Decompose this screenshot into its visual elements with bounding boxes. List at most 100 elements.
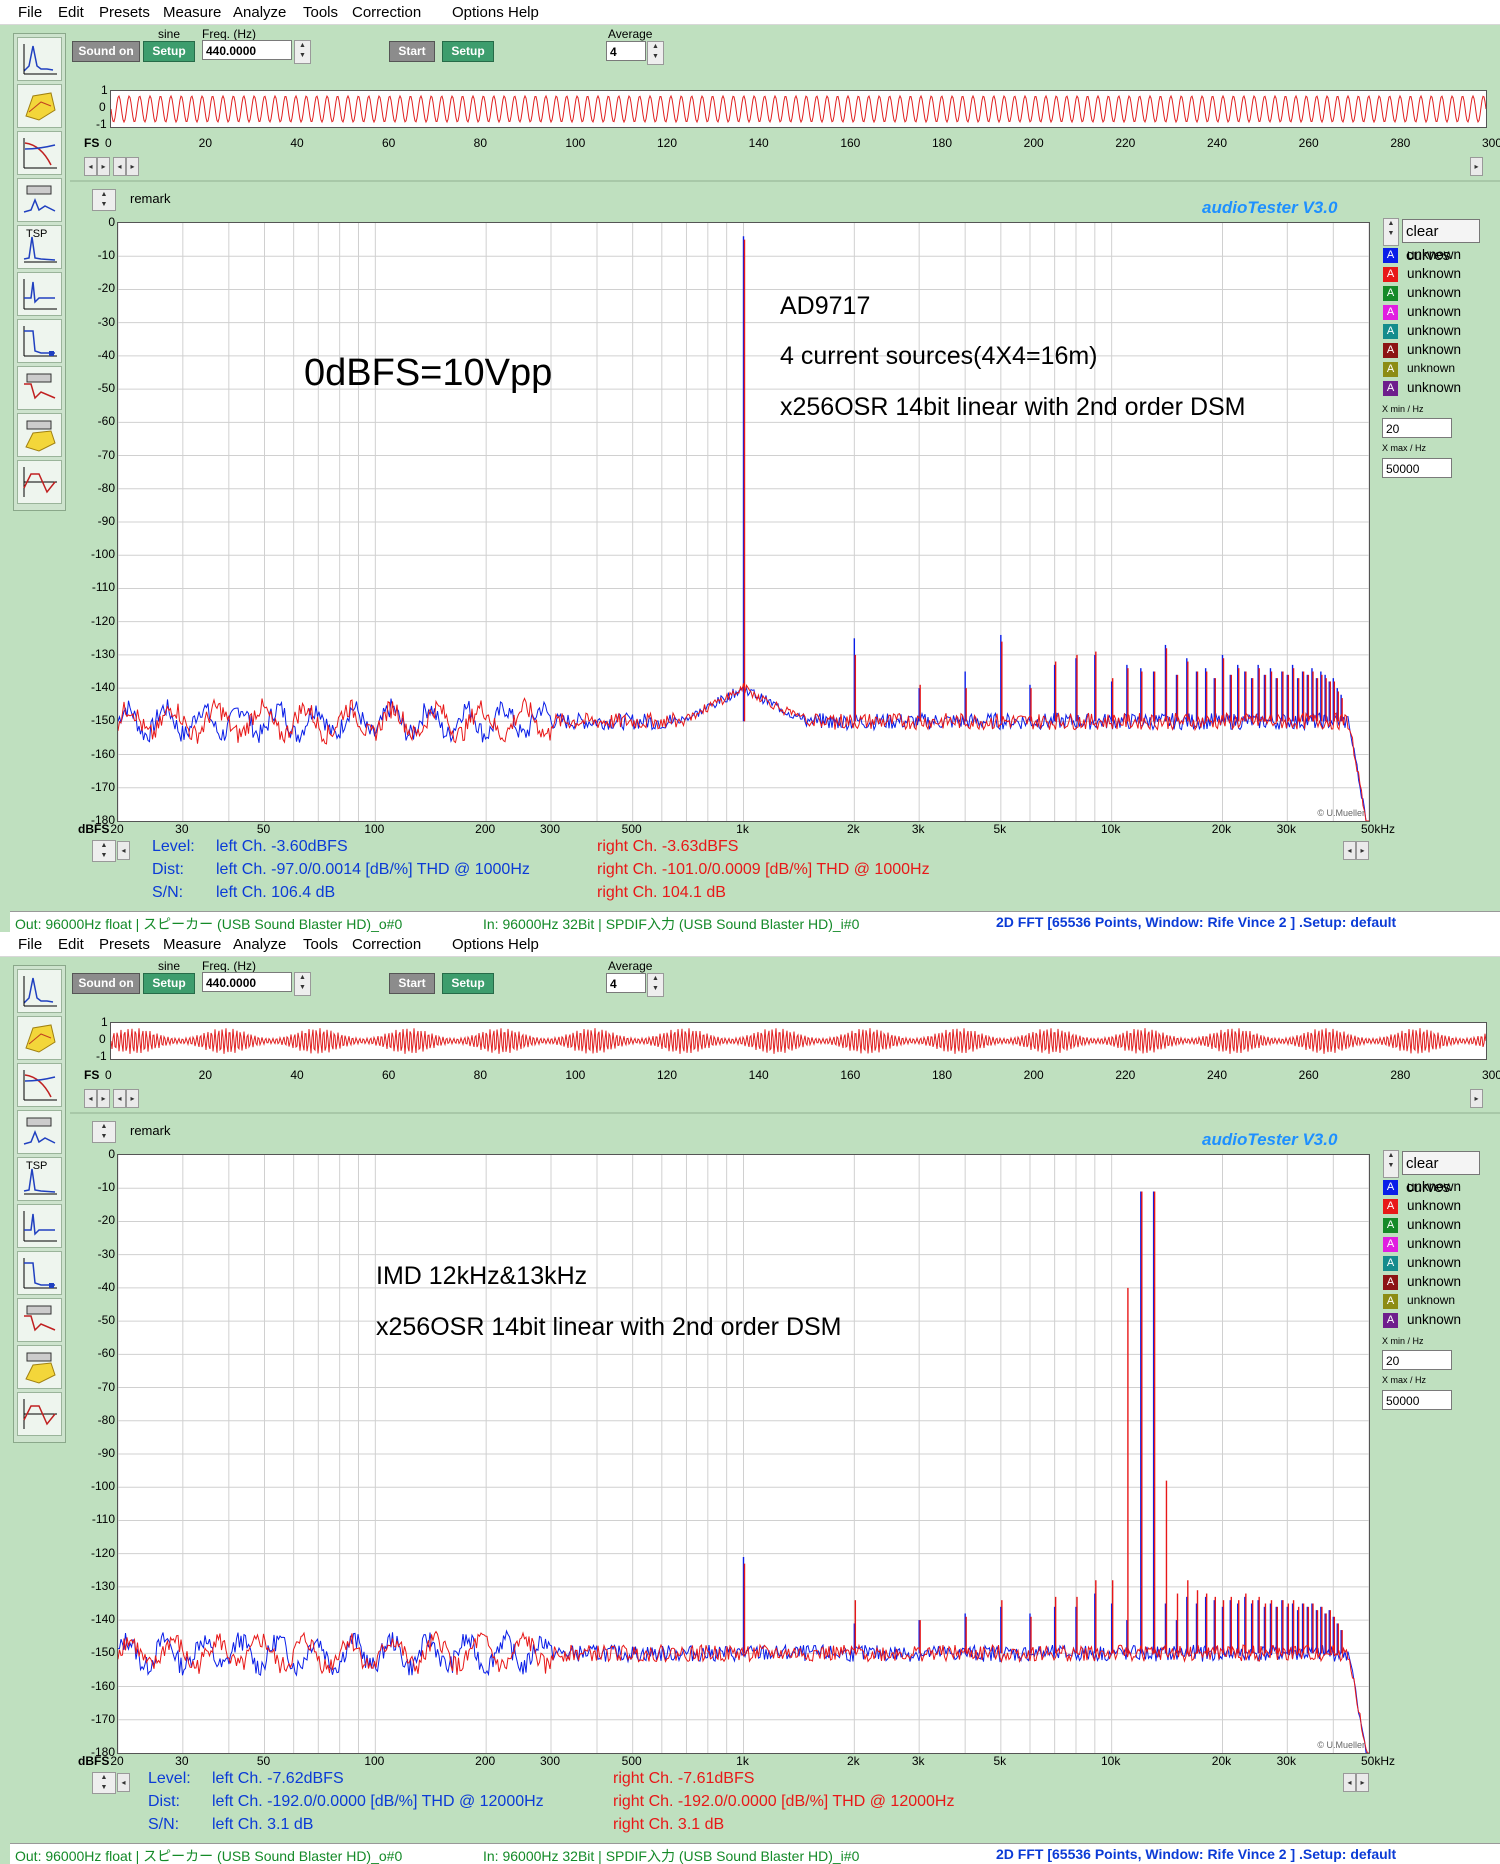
osc-zoom-in[interactable]: ◂ [113,157,126,176]
curve-legend-label[interactable]: unknown [1407,1312,1462,1327]
tsp-icon[interactable]: TSP [17,1157,62,1201]
curve-color-icon[interactable]: A [1383,1199,1398,1214]
curve-legend-label[interactable]: unknown [1407,285,1462,300]
menu-item[interactable]: Measure [163,936,222,953]
start-button[interactable]: Start [389,973,435,994]
curve-color-icon[interactable]: A [1383,1313,1398,1328]
curve-legend-label[interactable]: unknown [1407,361,1456,375]
sound-on-button[interactable]: Sound on [72,41,140,62]
curve-legend-label[interactable]: unknown [1407,380,1462,395]
menu-item[interactable]: Help [508,936,539,953]
osc-scroll-left[interactable]: ◂ [84,157,97,176]
bode-icon[interactable] [17,131,62,175]
menu-item[interactable]: Options [452,4,504,21]
osc-scroll-left[interactable]: ◂ [84,1089,97,1108]
curve-legend-label[interactable]: unknown [1407,304,1462,319]
menu-item[interactable]: File [18,4,43,21]
menu-item[interactable]: Correction [352,4,422,21]
clear-curves-button[interactable]: clear curves [1402,219,1480,264]
step-icon[interactable] [17,1251,62,1295]
curve-legend-label[interactable]: unknown [1407,1179,1462,1194]
menu-item[interactable]: Correction [352,936,422,953]
plot-scroll-right[interactable]: ▸ [1356,1773,1369,1792]
curve-legend-label[interactable]: unknown [1407,266,1462,281]
menu-item[interactable]: Edit [58,4,84,21]
start-button[interactable]: Start [389,41,435,62]
curve-legend-label[interactable]: unknown [1407,1293,1456,1307]
curves-spinner[interactable]: ▲ ▼ [1383,218,1399,246]
generator-setup-button[interactable]: Setup [143,973,195,994]
distortion-icon[interactable] [17,1110,62,1154]
remark-spinner[interactable]: ▲ ▼ [92,1121,116,1143]
xmin-input[interactable]: 20 [1382,1350,1452,1370]
curve-color-icon[interactable]: A [1383,362,1398,377]
plot-scroll-left[interactable]: ◂ [1343,841,1356,860]
analyzer-setup-button[interactable]: Setup [442,973,494,994]
thd-sweep-icon[interactable] [17,1298,62,1342]
average-input[interactable]: 4 [606,973,646,993]
curve-legend-label[interactable]: unknown [1407,247,1462,262]
freq-input[interactable]: 440.0000 [202,972,292,992]
xmax-input[interactable]: 50000 [1382,458,1452,478]
xmax-input[interactable]: 50000 [1382,1390,1452,1410]
waterfall-icon[interactable] [17,1016,62,1060]
curve-color-icon[interactable]: A [1383,305,1398,320]
menu-item[interactable]: Analyze [233,936,287,953]
readings-spinner[interactable]: ▲ ▼ [92,840,116,862]
distortion-icon[interactable] [17,178,62,222]
remark-spinner[interactable]: ▲ ▼ [92,189,116,211]
average-spinner[interactable]: ▲ ▼ [647,41,664,65]
menu-item[interactable]: Tools [303,936,339,953]
xmin-input[interactable]: 20 [1382,418,1452,438]
curve-legend-label[interactable]: unknown [1407,1236,1462,1251]
curve-legend-label[interactable]: unknown [1407,1274,1462,1289]
curve-color-icon[interactable]: A [1383,324,1398,339]
plot-zoom-left[interactable]: ◂ [117,841,130,860]
osc-zoom-in[interactable]: ◂ [113,1089,126,1108]
curve-legend-label[interactable]: unknown [1407,1255,1462,1270]
curve-legend-label[interactable]: unknown [1407,1217,1462,1232]
curve-color-icon[interactable]: A [1383,1275,1398,1290]
spectrum-icon[interactable] [17,37,62,81]
curve-legend-label[interactable]: unknown [1407,323,1462,338]
menu-item[interactable]: Presets [99,936,150,953]
time-icon[interactable] [17,460,62,504]
curve-color-icon[interactable]: A [1383,1237,1398,1252]
tsp-icon[interactable]: TSP [17,225,62,269]
impulse-icon[interactable] [17,1204,62,1248]
freq-input[interactable]: 440.0000 [202,40,292,60]
clear-curves-button[interactable]: clear curves [1402,1151,1480,1196]
thd-sweep-icon[interactable] [17,366,62,410]
menu-item[interactable]: File [18,936,43,953]
curve-color-icon[interactable]: A [1383,1180,1398,1195]
plot-zoom-left[interactable]: ◂ [117,1773,130,1792]
3d-icon[interactable] [17,1345,62,1389]
spectrum-icon[interactable] [17,969,62,1013]
3d-icon[interactable] [17,413,62,457]
menu-item[interactable]: Options [452,936,504,953]
curve-color-icon[interactable]: A [1383,381,1398,396]
osc-scroll-right[interactable]: ▸ [97,157,110,176]
curve-color-icon[interactable]: A [1383,343,1398,358]
menu-item[interactable]: Measure [163,4,222,21]
curve-color-icon[interactable]: A [1383,1256,1398,1271]
osc-zoom-out[interactable]: ▸ [126,157,139,176]
sound-on-button[interactable]: Sound on [72,973,140,994]
curve-legend-label[interactable]: unknown [1407,1198,1462,1213]
menu-item[interactable]: Tools [303,4,339,21]
curve-legend-label[interactable]: unknown [1407,342,1462,357]
freq-spinner[interactable]: ▲ ▼ [294,972,311,996]
curve-color-icon[interactable]: A [1383,248,1398,263]
osc-zoom-out[interactable]: ▸ [126,1089,139,1108]
time-icon[interactable] [17,1392,62,1436]
osc-right-scroll[interactable]: ▸ [1470,157,1483,176]
impulse-icon[interactable] [17,272,62,316]
analyzer-setup-button[interactable]: Setup [442,41,494,62]
curves-spinner[interactable]: ▲ ▼ [1383,1150,1399,1178]
average-spinner[interactable]: ▲ ▼ [647,973,664,997]
menu-item[interactable]: Presets [99,4,150,21]
curve-color-icon[interactable]: A [1383,267,1398,282]
bode-icon[interactable] [17,1063,62,1107]
generator-setup-button[interactable]: Setup [143,41,195,62]
readings-spinner[interactable]: ▲ ▼ [92,1772,116,1794]
